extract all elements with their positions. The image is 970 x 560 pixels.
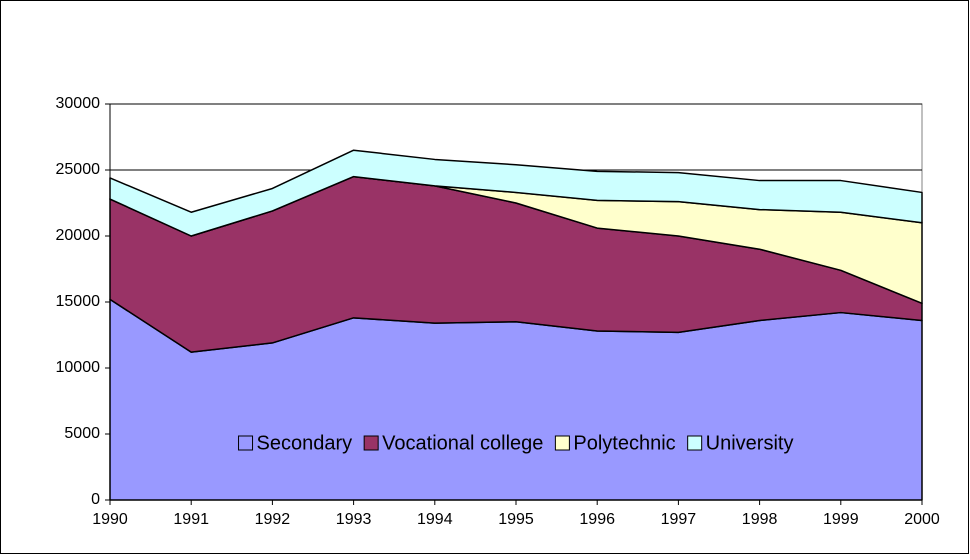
legend-item: University [687, 432, 794, 454]
x-tick-label: 1992 [255, 511, 291, 528]
x-tick-label: 2000 [904, 511, 940, 528]
x-tick-label: 1998 [742, 511, 778, 528]
x-tick-label: 1994 [417, 511, 453, 528]
legend-swatch [687, 435, 703, 451]
x-tick-label: 1995 [498, 511, 534, 528]
x-tick-label: 1996 [579, 511, 615, 528]
x-tick-label: 1991 [173, 511, 209, 528]
y-tick-label: 15000 [56, 293, 101, 310]
legend-label: Secondary [257, 432, 353, 454]
x-tick-label: 1990 [92, 511, 128, 528]
legend-label: University [706, 432, 794, 454]
y-tick-label: 10000 [56, 359, 101, 376]
x-tick-label: 1999 [823, 511, 859, 528]
legend-label: Polytechnic [573, 432, 675, 454]
y-tick-label: 25000 [56, 161, 101, 178]
y-tick-label: 30000 [56, 95, 101, 112]
legend-label: Vocational college [382, 432, 543, 454]
legend-item: Polytechnic [554, 432, 676, 454]
legend-swatch [554, 435, 570, 451]
legend-item: Vocational college [363, 432, 543, 454]
area [109, 149, 923, 237]
y-tick-label: 0 [91, 491, 100, 508]
legend-swatch [238, 435, 254, 451]
x-tick-label: 1993 [336, 511, 372, 528]
y-tick-label: 5000 [64, 425, 100, 442]
y-tick-label: 20000 [56, 227, 101, 244]
legend-item: Secondary [238, 432, 353, 454]
legend-swatch [363, 435, 379, 451]
x-tick-label: 1997 [661, 511, 697, 528]
